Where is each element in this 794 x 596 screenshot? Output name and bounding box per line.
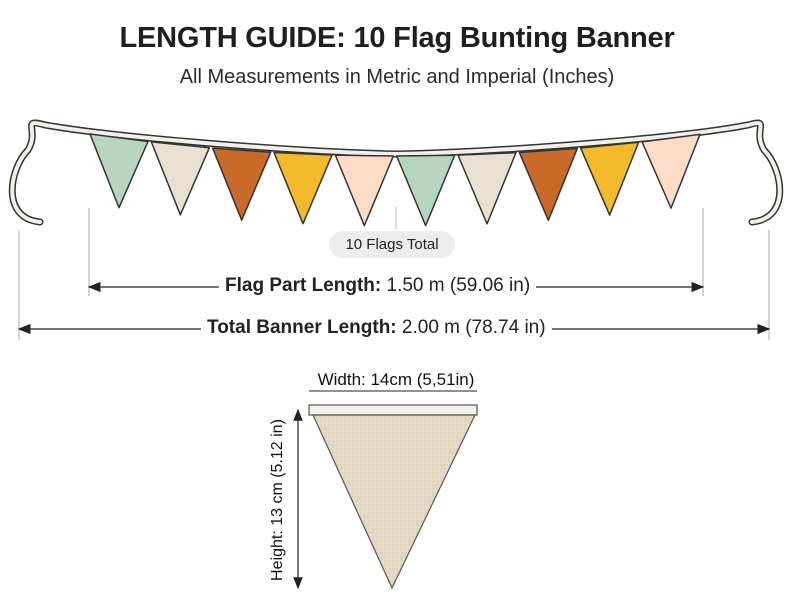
flag-part-label: Flag Part Length:: [225, 275, 382, 296]
banner-flag-1: [89, 133, 149, 209]
page-title: LENGTH GUIDE: 10 Flag Bunting Banner: [119, 22, 675, 54]
banner-flag-3: [211, 147, 272, 221]
flag-width-label: Width: 14cm (5,51in): [317, 370, 475, 389]
flag-part-measure: Flag Part Length: 1.50 m (59.06 in): [219, 275, 537, 297]
flags-total-badge: 10 Flags Total: [329, 231, 455, 258]
flag-detail-triangle: [312, 414, 476, 590]
flag-height-label: Height: 13 cm (5.12 in): [269, 419, 286, 581]
banner-flag-4: [273, 151, 333, 225]
total-length-label: Total Banner Length:: [207, 317, 397, 338]
banner-flags: [89, 133, 701, 227]
flag-detail-tape: [308, 404, 478, 416]
flag-detail: [293, 390, 478, 590]
page-subtitle: All Measurements in Metric and Imperial …: [179, 66, 615, 88]
banner-flag-7: [457, 151, 517, 225]
banner-flag-2: [150, 141, 211, 216]
total-length-measure: Total Banner Length: 2.00 m (78.74 in): [201, 317, 552, 339]
banner-flag-6: [395, 154, 456, 227]
total-length-value: 2.00 m (78.74 in): [401, 317, 546, 338]
banner-flag-5: [334, 154, 395, 227]
banner-flag-9: [579, 141, 640, 216]
banner-tape: [8, 119, 784, 226]
banner-flag-8: [518, 147, 579, 222]
flag-part-value: 1.50 m (59.06 in): [386, 275, 531, 296]
banner-flag-10: [641, 133, 701, 209]
